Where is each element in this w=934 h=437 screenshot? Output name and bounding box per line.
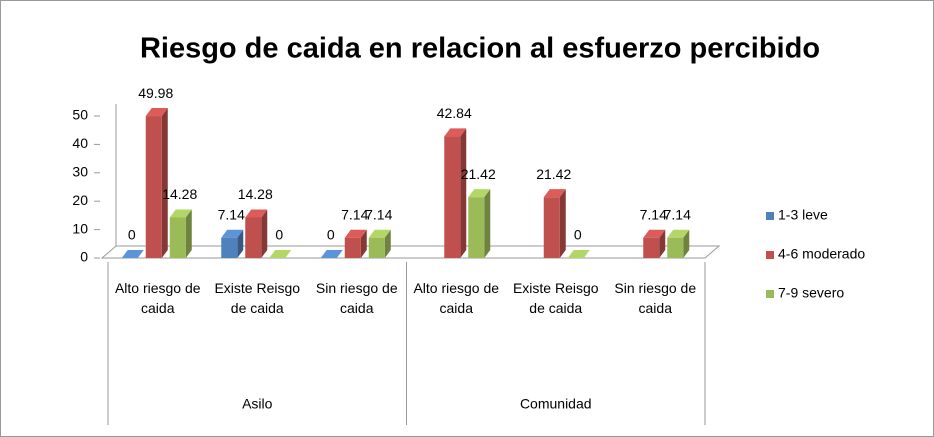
data-label: 7.14 bbox=[640, 206, 667, 222]
bar-side bbox=[237, 229, 244, 258]
bar bbox=[667, 237, 684, 258]
bar-top bbox=[245, 209, 268, 218]
legend-swatch bbox=[766, 251, 774, 259]
y-tick-label: 20 bbox=[72, 192, 88, 208]
bar-top bbox=[543, 189, 566, 198]
bar-top bbox=[344, 229, 367, 238]
data-label: 42.84 bbox=[437, 105, 472, 121]
bar bbox=[169, 217, 186, 258]
group-label: Asilo bbox=[242, 396, 273, 412]
bar-side bbox=[683, 229, 690, 258]
bar bbox=[221, 237, 238, 258]
bar bbox=[368, 237, 385, 258]
bar-top bbox=[567, 250, 590, 258]
bar bbox=[344, 237, 361, 258]
x-tick-label: Existe Reisgo de caida bbox=[214, 280, 301, 316]
bar bbox=[444, 136, 461, 258]
bar-top bbox=[145, 108, 168, 117]
data-label: 0 bbox=[128, 227, 136, 243]
data-label: 0 bbox=[574, 227, 582, 243]
data-label: 21.42 bbox=[461, 166, 496, 182]
data-label: 0 bbox=[275, 227, 283, 243]
x-tick-label: Alto riesgo de caida bbox=[114, 280, 201, 316]
y-tick-label: 40 bbox=[72, 135, 88, 151]
data-label: 21.42 bbox=[536, 166, 571, 182]
bar-top bbox=[269, 250, 292, 258]
x-tick-label: Alto riesgo de caida bbox=[413, 280, 500, 316]
x-tick-label: Sin riesgo de caida bbox=[614, 280, 697, 316]
data-label: 7.14 bbox=[218, 206, 245, 222]
group-label: Comunidad bbox=[520, 396, 592, 412]
bar-side bbox=[460, 128, 467, 258]
bar-side bbox=[559, 189, 566, 258]
bar-top bbox=[667, 229, 690, 238]
y-tick-label: 0 bbox=[80, 249, 88, 265]
y-tick-label: 30 bbox=[72, 164, 88, 180]
bar bbox=[643, 237, 660, 258]
floor bbox=[100, 245, 721, 259]
chart-title: Riesgo de caida en relacion al esfuerzo … bbox=[140, 33, 820, 65]
data-label: 14.28 bbox=[238, 186, 273, 202]
y-tick-label: 50 bbox=[72, 107, 88, 123]
data-label: 7.14 bbox=[365, 206, 392, 222]
bar bbox=[245, 217, 262, 258]
bar-top bbox=[169, 209, 192, 218]
bar-side bbox=[185, 209, 192, 258]
bar-top bbox=[221, 229, 244, 238]
data-label: 49.98 bbox=[138, 85, 173, 101]
legend-swatch bbox=[766, 212, 774, 220]
bar-side bbox=[360, 229, 367, 258]
bar bbox=[543, 197, 560, 258]
data-label: 7.14 bbox=[341, 206, 368, 222]
x-tick-label: Sin riesgo de caida bbox=[315, 280, 398, 316]
x-tick-label: Existe Reisgo de caida bbox=[512, 280, 599, 316]
bar-top bbox=[643, 229, 666, 238]
bar-top bbox=[121, 250, 144, 258]
bar-side bbox=[384, 229, 391, 258]
legend-swatch bbox=[766, 290, 774, 298]
bar-side bbox=[161, 108, 168, 259]
bar-side bbox=[484, 189, 491, 258]
bar-top bbox=[468, 189, 491, 198]
bar-top bbox=[320, 250, 343, 258]
data-label: 7.14 bbox=[664, 206, 691, 222]
bar-top bbox=[444, 128, 467, 137]
bar-side bbox=[261, 209, 268, 258]
bar bbox=[145, 116, 162, 259]
data-label: 0 bbox=[327, 227, 335, 243]
legend-label: 7-9 severo bbox=[778, 285, 844, 301]
legend-label: 1-3 leve bbox=[778, 207, 828, 223]
y-tick-label: 10 bbox=[72, 220, 88, 236]
data-label: 14.28 bbox=[162, 186, 197, 202]
bar-top bbox=[368, 229, 391, 238]
bar-side bbox=[659, 229, 666, 258]
bar bbox=[468, 197, 485, 258]
legend-label: 4-6 moderado bbox=[778, 246, 865, 262]
